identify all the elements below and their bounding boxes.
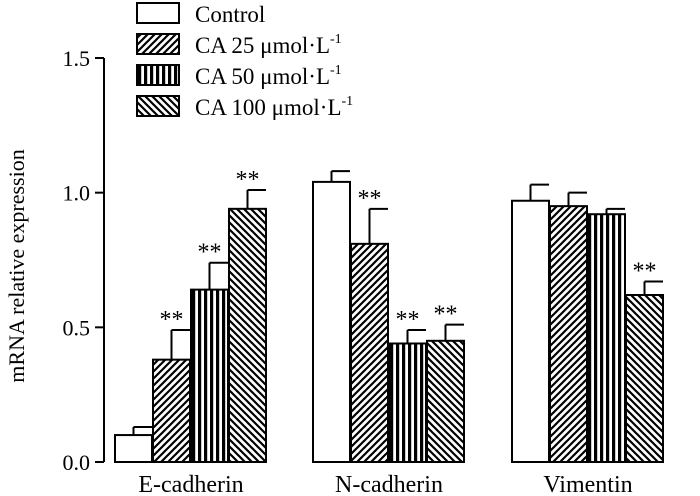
legend-swatch (136, 33, 180, 55)
y-tick-label: 1.5 (63, 46, 91, 71)
legend-swatch (136, 64, 180, 86)
legend-label: CA 100 μmol·L-1 (195, 94, 353, 120)
x-category-label: E-cadherin (138, 472, 243, 496)
bar (114, 434, 153, 464)
bars (114, 170, 664, 464)
y-tick-label: 1.0 (63, 181, 91, 206)
significance-label: ** (633, 259, 657, 285)
y-tick-label: 0.0 (63, 450, 91, 475)
significance-label: ** (160, 307, 184, 333)
bar (426, 339, 465, 463)
bar (625, 294, 664, 463)
bar (549, 205, 588, 463)
significance-label: ** (236, 167, 260, 193)
bar (152, 358, 191, 463)
bar (228, 207, 267, 463)
significance-label: ** (358, 186, 382, 212)
legend-swatch (136, 2, 180, 24)
labels: ** ** ** E-cadherin ** ** ** N-cadherin ** Viment… (138, 167, 656, 496)
y-axis-title: mRNA relative expression (4, 149, 29, 382)
bar (190, 288, 229, 464)
bar (350, 242, 389, 463)
significance-label: ** (396, 307, 420, 333)
y-tick-label: 0.5 (63, 315, 91, 340)
significance-label: ** (198, 240, 222, 266)
bar (511, 199, 550, 463)
legend: Control CA 25 μmol·L-1 CA 50 μmol·L-1 CA 10… (136, 2, 353, 120)
legend-label: Control (195, 2, 265, 27)
axes: 0.0 0.5 1.0 1.5 mRNA relative expression (4, 46, 105, 475)
x-category-label: Vimentin (543, 472, 632, 496)
x-category-label: N-cadherin (335, 472, 443, 496)
significance-label: ** (434, 302, 458, 328)
legend-label: CA 25 μmol·L-1 (195, 32, 342, 58)
bar (388, 342, 427, 464)
legend-label: CA 50 μmol·L-1 (195, 63, 342, 89)
bar (312, 180, 351, 463)
legend-swatch (136, 95, 180, 117)
bar (587, 213, 626, 463)
